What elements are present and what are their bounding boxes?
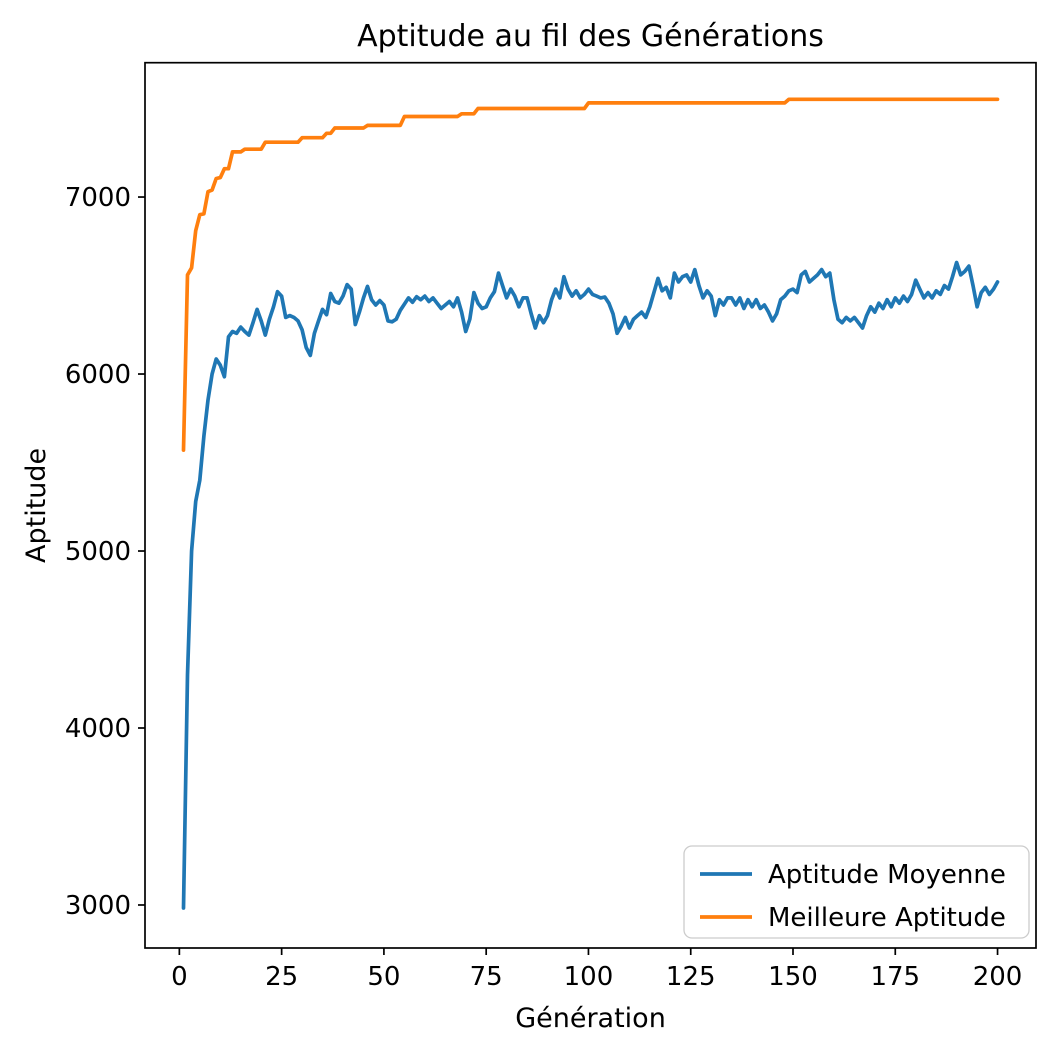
series-line-1 (181, 97, 1000, 452)
y-tick-label: 6000 (65, 360, 131, 390)
x-axis-label: Génération (515, 1003, 666, 1034)
legend: Aptitude Moyenne Meilleure Aptitude (683, 845, 1030, 939)
legend-label-mean: Aptitude Moyenne (768, 860, 1006, 890)
x-tick-label: 25 (265, 962, 298, 992)
y-tick-label: 4000 (65, 714, 131, 744)
x-tick-label: 125 (666, 962, 716, 992)
x-tick-label: 100 (564, 962, 614, 992)
x-tick-label: 0 (171, 962, 188, 992)
y-axis-ticks: 3000 4000 5000 6000 7000 (65, 183, 145, 921)
x-axis-ticks: 0 25 50 75 100 125 150 175 200 (171, 948, 1022, 992)
chart-title: Aptitude au fil des Générations (357, 19, 824, 54)
x-tick-label: 50 (367, 962, 400, 992)
x-tick-label: 150 (768, 962, 818, 992)
x-tick-label: 175 (870, 962, 920, 992)
series-line-0 (181, 260, 1000, 910)
y-tick-label: 3000 (65, 891, 131, 921)
y-tick-label: 7000 (65, 183, 131, 213)
legend-box (683, 845, 1030, 939)
x-tick-label: 75 (470, 962, 503, 992)
plot-frame (144, 61, 1037, 949)
y-tick-label: 5000 (65, 537, 131, 567)
y-axis-label: Aptitude (21, 448, 52, 563)
data-series (181, 97, 1000, 910)
legend-label-best: Meilleure Aptitude (768, 903, 1006, 933)
x-tick-label: 200 (973, 962, 1023, 992)
